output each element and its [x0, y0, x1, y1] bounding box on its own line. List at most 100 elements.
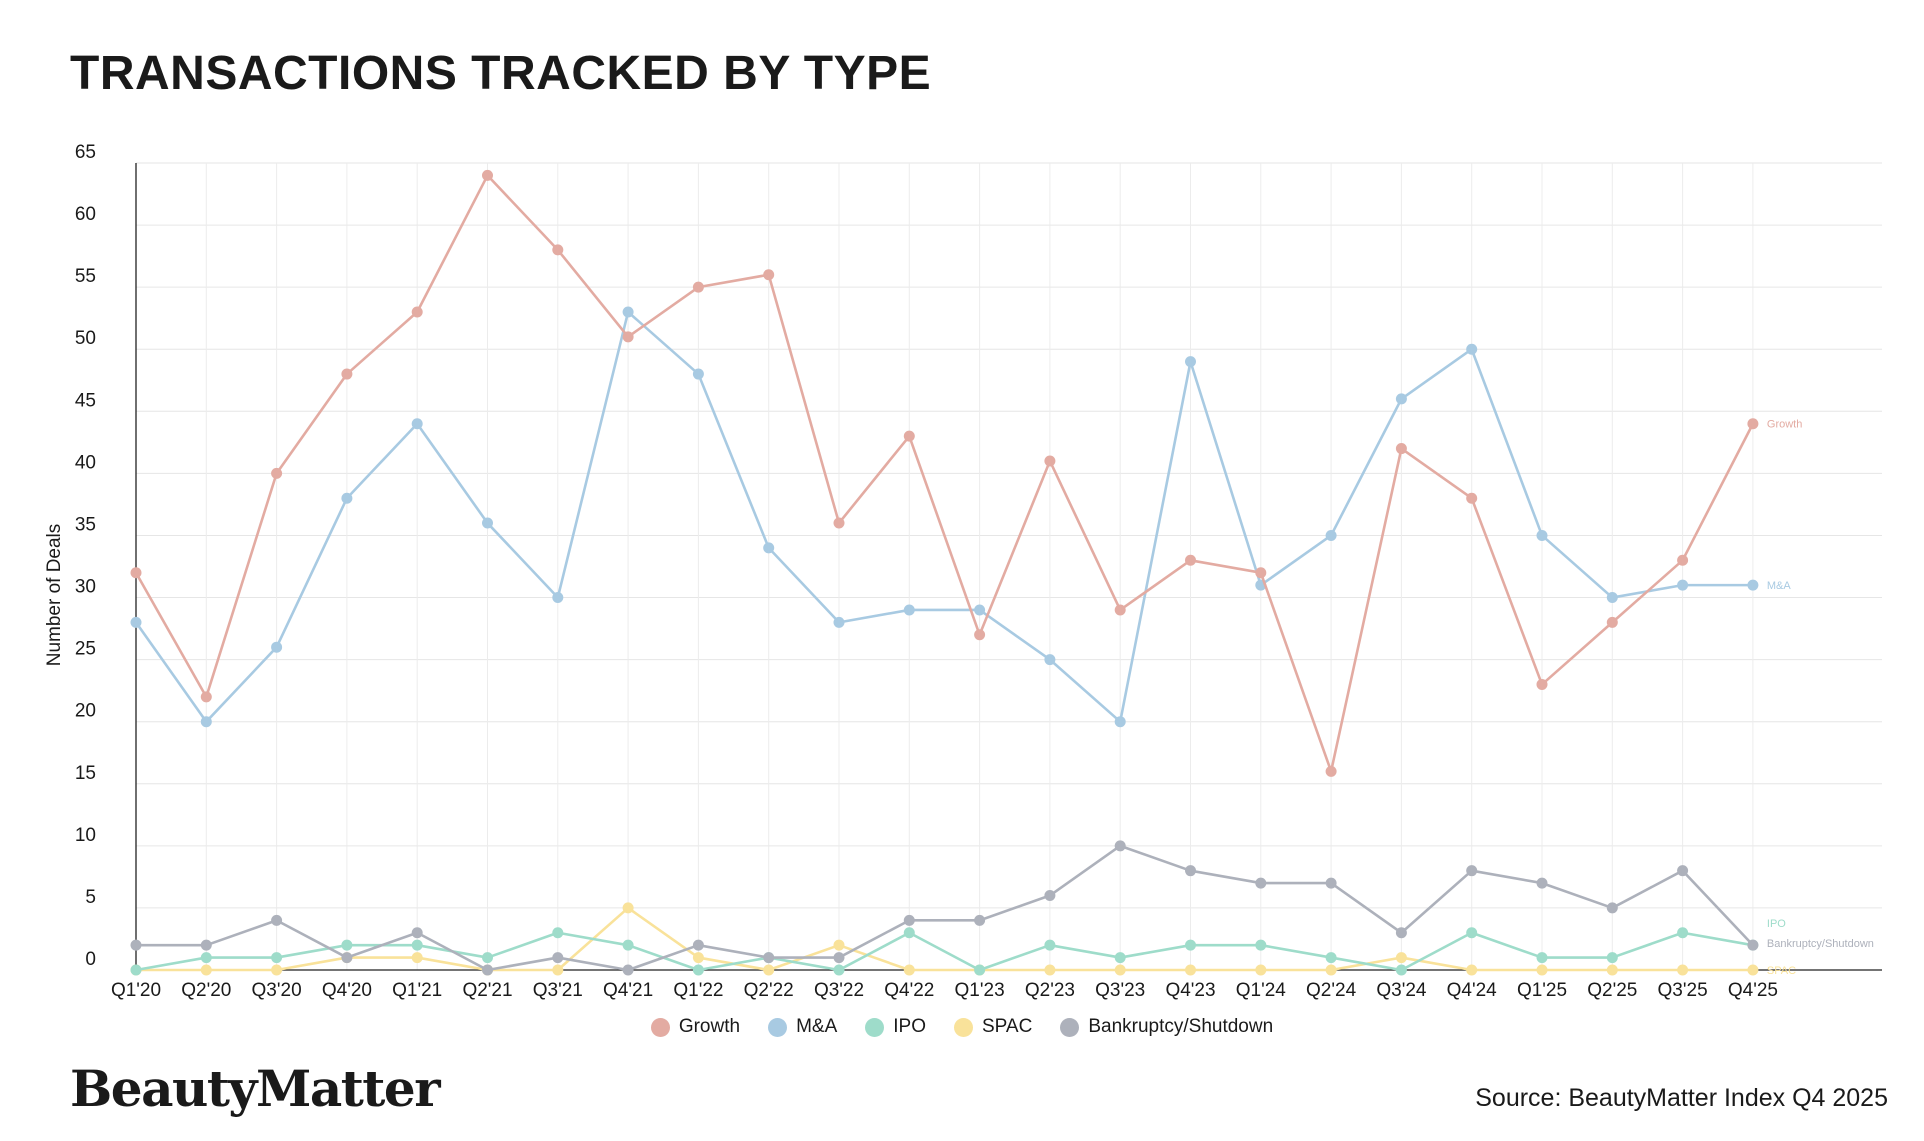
- data-point: [1466, 865, 1478, 877]
- data-point: [1395, 443, 1407, 455]
- data-point: [974, 629, 986, 641]
- y-tick-label: 15: [75, 763, 96, 784]
- data-point: [1606, 964, 1618, 976]
- x-tick-label: Q1'24: [1236, 980, 1287, 1001]
- chart-title: TRANSACTIONS TRACKED BY TYPE: [70, 47, 932, 100]
- data-point: [341, 939, 353, 951]
- data-point: [974, 964, 986, 976]
- legend-label: Growth: [678, 1016, 741, 1037]
- data-point: [833, 939, 845, 951]
- series-m-a: [130, 306, 1759, 728]
- legend-item: SPAC: [953, 1016, 1033, 1038]
- data-point: [1677, 927, 1689, 939]
- legend-swatch: [953, 1017, 973, 1037]
- data-point: [622, 902, 634, 914]
- legend-item: IPO: [865, 1016, 926, 1038]
- data-point: [1536, 964, 1548, 976]
- series-end-labels: Growth M&A IPO Bankruptcy/Shutdown SPAC: [1767, 419, 1874, 977]
- data-point: [552, 964, 564, 976]
- x-tick-label: Q3'25: [1658, 980, 1708, 1001]
- data-point: [974, 914, 986, 926]
- series-line: [136, 906, 1753, 972]
- y-tick-label: 65: [75, 142, 96, 163]
- data-point: [482, 952, 493, 964]
- x-tick-label: Q1'20: [111, 980, 161, 1001]
- legend-swatch: [1060, 1017, 1080, 1037]
- y-tick-label: 5: [85, 887, 96, 908]
- series-spac: [130, 902, 1759, 976]
- x-tick-label: Q1'23: [955, 980, 1005, 1001]
- data-point: [1325, 877, 1337, 889]
- series-line: [135, 931, 1754, 972]
- data-point: [763, 952, 775, 964]
- data-point: [1325, 765, 1337, 777]
- data-point: [341, 368, 353, 380]
- data-point: [1325, 952, 1337, 964]
- series-growth: [130, 169, 1759, 777]
- data-point: [903, 927, 915, 939]
- data-point: [1255, 964, 1267, 976]
- data-point: [130, 567, 142, 579]
- series-line: [134, 310, 1753, 723]
- data-point: [1536, 952, 1548, 964]
- legend-item: Bankruptcy/Shutdown: [1060, 1016, 1273, 1038]
- x-tick-label: Q3'20: [252, 980, 302, 1001]
- data-point: [1114, 840, 1126, 852]
- legend: Growth M&A IPO SPAC Bankruptcy/Shutdown: [0, 1016, 1924, 1038]
- data-point: [1185, 356, 1196, 368]
- legend-label: M&A: [796, 1016, 838, 1037]
- y-tick-label: 25: [75, 639, 96, 660]
- data-point: [1395, 927, 1407, 939]
- data-point: [1466, 492, 1478, 504]
- data-point: [271, 467, 283, 479]
- data-point: [833, 616, 845, 628]
- data-point: [341, 492, 353, 504]
- data-point: [833, 517, 845, 529]
- data-point: [1466, 927, 1478, 939]
- series-end-label: IPO: [1767, 918, 1786, 930]
- x-tick-label: Q2'25: [1587, 980, 1637, 1001]
- legend-swatch: [768, 1017, 788, 1037]
- data-point: [411, 939, 423, 951]
- x-tick-label: Q4'25: [1728, 980, 1778, 1001]
- data-point: [1677, 964, 1689, 976]
- data-point: [341, 952, 353, 964]
- data-point: [1677, 579, 1689, 591]
- y-tick-label: 30: [75, 577, 96, 598]
- data-point: [692, 952, 704, 964]
- y-tick-label: 20: [75, 701, 96, 722]
- data-point: [271, 914, 283, 926]
- data-point: [833, 952, 845, 964]
- legend-label: SPAC: [981, 1016, 1033, 1037]
- data-point: [552, 952, 564, 964]
- data-point: [1255, 939, 1267, 951]
- data-point: [1255, 877, 1267, 889]
- data-point: [1114, 716, 1126, 728]
- data-point: [1395, 393, 1407, 405]
- legend-swatch: [650, 1017, 670, 1037]
- y-tick-label: 45: [75, 390, 96, 411]
- data-point: [1747, 939, 1759, 951]
- data-point: [411, 952, 423, 964]
- data-point: [1606, 616, 1618, 628]
- legend-item: Growth: [650, 1016, 741, 1038]
- x-tick-label: Q3'21: [533, 980, 583, 1001]
- x-tick-label: Q4'23: [1165, 980, 1215, 1001]
- series-end-label: Bankruptcy/Shutdown: [1767, 938, 1874, 950]
- data-point: [200, 691, 212, 703]
- data-point: [692, 939, 704, 951]
- source-note: Source: BeautyMatter Index Q4 2025: [1475, 1084, 1888, 1112]
- data-point: [1185, 939, 1196, 951]
- data-point: [482, 169, 493, 181]
- data-point: [1044, 939, 1056, 951]
- y-tick-label: 0: [85, 949, 96, 970]
- data-point: [1114, 604, 1126, 616]
- data-point: [1114, 952, 1126, 964]
- series-end-label: Growth: [1767, 419, 1802, 431]
- series-layer: [130, 169, 1759, 976]
- data-point: [1325, 529, 1337, 541]
- y-axis-label: Number of Deals: [44, 524, 65, 667]
- x-tick-label: Q3'23: [1095, 980, 1145, 1001]
- data-point: [763, 269, 775, 281]
